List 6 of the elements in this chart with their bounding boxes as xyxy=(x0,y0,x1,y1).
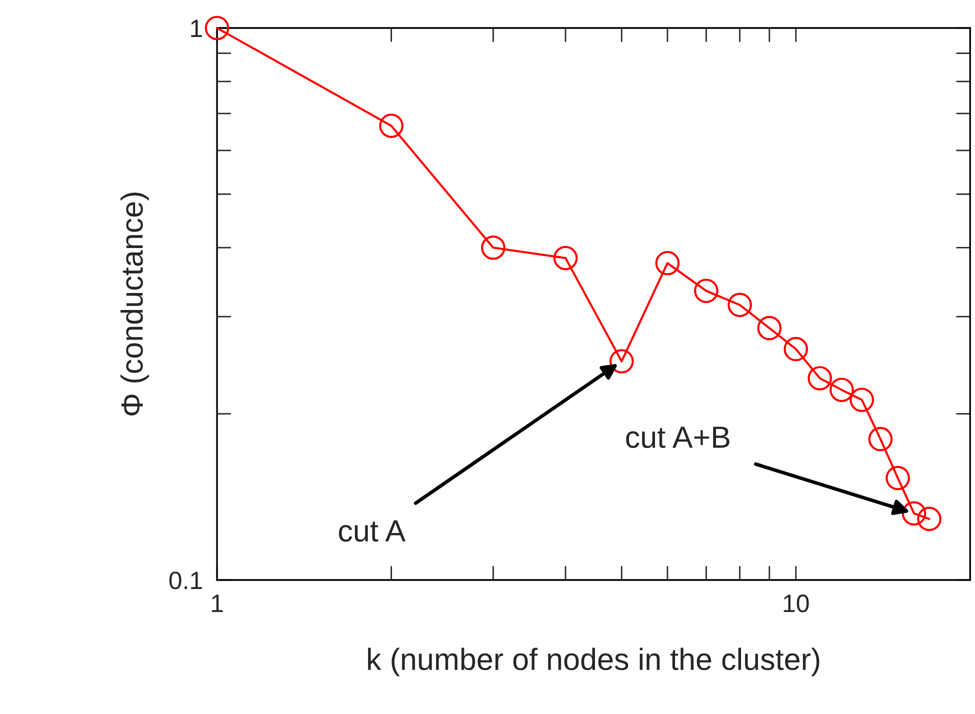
x-axis-title: k (number of nodes in the cluster) xyxy=(368,648,820,676)
y-tick-label: 0.1 xyxy=(169,572,202,590)
x-tick-label: 10 xyxy=(784,594,809,612)
annotation: cut A+B xyxy=(626,426,730,448)
annotation: cut A xyxy=(338,520,406,542)
y-axis-title: Φ (conductance) xyxy=(120,192,149,416)
